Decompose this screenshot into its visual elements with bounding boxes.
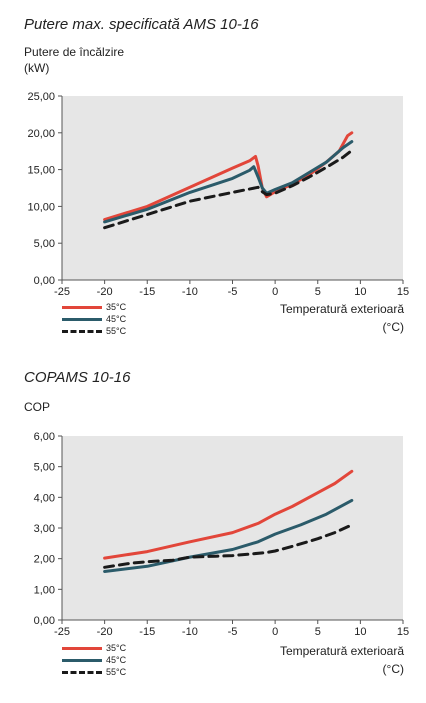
chart1-legend-35: 35°C	[62, 301, 126, 313]
chart2-series-35c	[103, 469, 354, 560]
chart2-plot-area	[62, 436, 403, 620]
chart2-ylabel: COP	[24, 400, 51, 414]
chart1-x-tick-label: -25	[54, 286, 70, 298]
chart1-legend: 35°C 45°C 55°C	[62, 301, 126, 337]
chart2-legend-label-45: 45°C	[106, 655, 127, 665]
chart1-y-tick-label: 25,00	[27, 91, 55, 103]
chart2-legend-swatch-35	[62, 646, 102, 650]
chart1-x-tick-label: -5	[228, 286, 238, 298]
chart2-series-55c	[103, 523, 354, 569]
chart2-y-tick-label: 3,00	[34, 523, 55, 535]
chart2-x-tick-label: -25	[54, 626, 70, 638]
chart1-legend-45: 45°C	[62, 313, 126, 325]
chart1-y-tick-label: 10,00	[27, 201, 55, 213]
chart1-legend-swatch-55	[62, 329, 102, 333]
chart1-ylabel-line1: Putere de încălzire	[24, 45, 125, 59]
chart1-legend-55: 55°C	[62, 325, 126, 337]
chart1-series-55c	[103, 149, 354, 230]
chart2-x-tick-label: 15	[397, 626, 409, 638]
chart1-title: Putere max. specificată AMS 10-16	[24, 16, 259, 33]
chart1-x-tick-label: 10	[354, 286, 366, 298]
chart1-ylabel-line2: (kW)	[24, 61, 50, 75]
chart2-legend-label-55: 55°C	[106, 667, 127, 677]
chart2-y-tick-label: 6,00	[34, 431, 55, 443]
chart1-legend-label-45: 45°C	[106, 314, 127, 324]
chart2-xlabel-line2: (°C)	[382, 662, 404, 676]
chart1-y-tick-label: 15,00	[27, 165, 55, 177]
chart2-y-tick-label: 4,00	[34, 492, 55, 504]
chart1-x-tick-label: 5	[315, 286, 321, 298]
chart2-xlabel: Temperatură exterioară (°C)	[280, 642, 404, 678]
chart1-y-tick-label: 0,00	[34, 275, 55, 287]
chart1-legend-label-55: 55°C	[106, 326, 127, 336]
chart2-xlabel-line1: Temperatură exterioară	[279, 644, 404, 658]
chart2-legend-35: 35°C	[62, 642, 126, 654]
chart1-xlabel-line2: (°C)	[382, 320, 404, 334]
chart2-y-tick-label: 1,00	[34, 584, 55, 596]
chart2-legend-swatch-55	[62, 670, 102, 674]
chart2-legend-swatch-45	[62, 658, 102, 662]
chart1-x-tick-label: -15	[139, 286, 155, 298]
chart1-ylabel: Putere de încălzire (kW)	[24, 44, 124, 76]
chart2-legend-label-35: 35°C	[106, 643, 127, 653]
chart2-y-tick-label: 2,00	[34, 554, 55, 566]
chart1-plot: 0,00 5,00 10,00 15,00 20,00 25,00 -25 -20 -15 -10…	[27, 91, 409, 298]
chart1-y-tick-label: 20,00	[27, 128, 55, 140]
chart1-x-tick-label: 15	[397, 286, 409, 298]
chart2-plot: 0,00 1,00 2,00 3,00 4,00 5,00 6,00 -25 -20 -15 -10…	[34, 431, 410, 638]
chart1-series-45c	[103, 140, 354, 224]
chart2-x-tick-label: -5	[228, 626, 238, 638]
chart2-legend: 35°C 45°C 55°C	[62, 642, 126, 678]
chart1-y-tick-label: 5,00	[34, 238, 55, 250]
chart2-legend-55: 55°C	[62, 666, 126, 678]
chart2-x-tick-label: 5	[315, 626, 321, 638]
chart2-x-tick-label: 0	[272, 626, 278, 638]
chart2-x-tick-label: -10	[182, 626, 198, 638]
chart1-legend-label-35: 35°C	[106, 302, 127, 312]
chart2-x-tick-label: -15	[139, 626, 155, 638]
chart2-y-tick-label: 0,00	[34, 615, 55, 627]
chart1-x-tick-label: 0	[272, 286, 278, 298]
chart1-x-tick-label: -20	[97, 286, 113, 298]
chart2-series-45c	[103, 498, 354, 573]
chart1-x-tick-label: -10	[182, 286, 198, 298]
chart2-x-tick-label: 10	[354, 626, 366, 638]
chart2-y-tick-label: 5,00	[34, 462, 55, 474]
chart2-x-tick-label: -20	[97, 626, 113, 638]
chart1-legend-swatch-35	[62, 305, 102, 309]
chart1-plot-area	[62, 96, 403, 280]
chart1-legend-swatch-45	[62, 317, 102, 321]
chart1-xlabel: Temperatură exterioară (°C)	[280, 300, 404, 336]
chart2-title: COPAMS 10-16	[24, 369, 131, 386]
chart1-xlabel-line1: Temperatură exterioară	[279, 302, 404, 316]
chart2-legend-45: 45°C	[62, 654, 126, 666]
